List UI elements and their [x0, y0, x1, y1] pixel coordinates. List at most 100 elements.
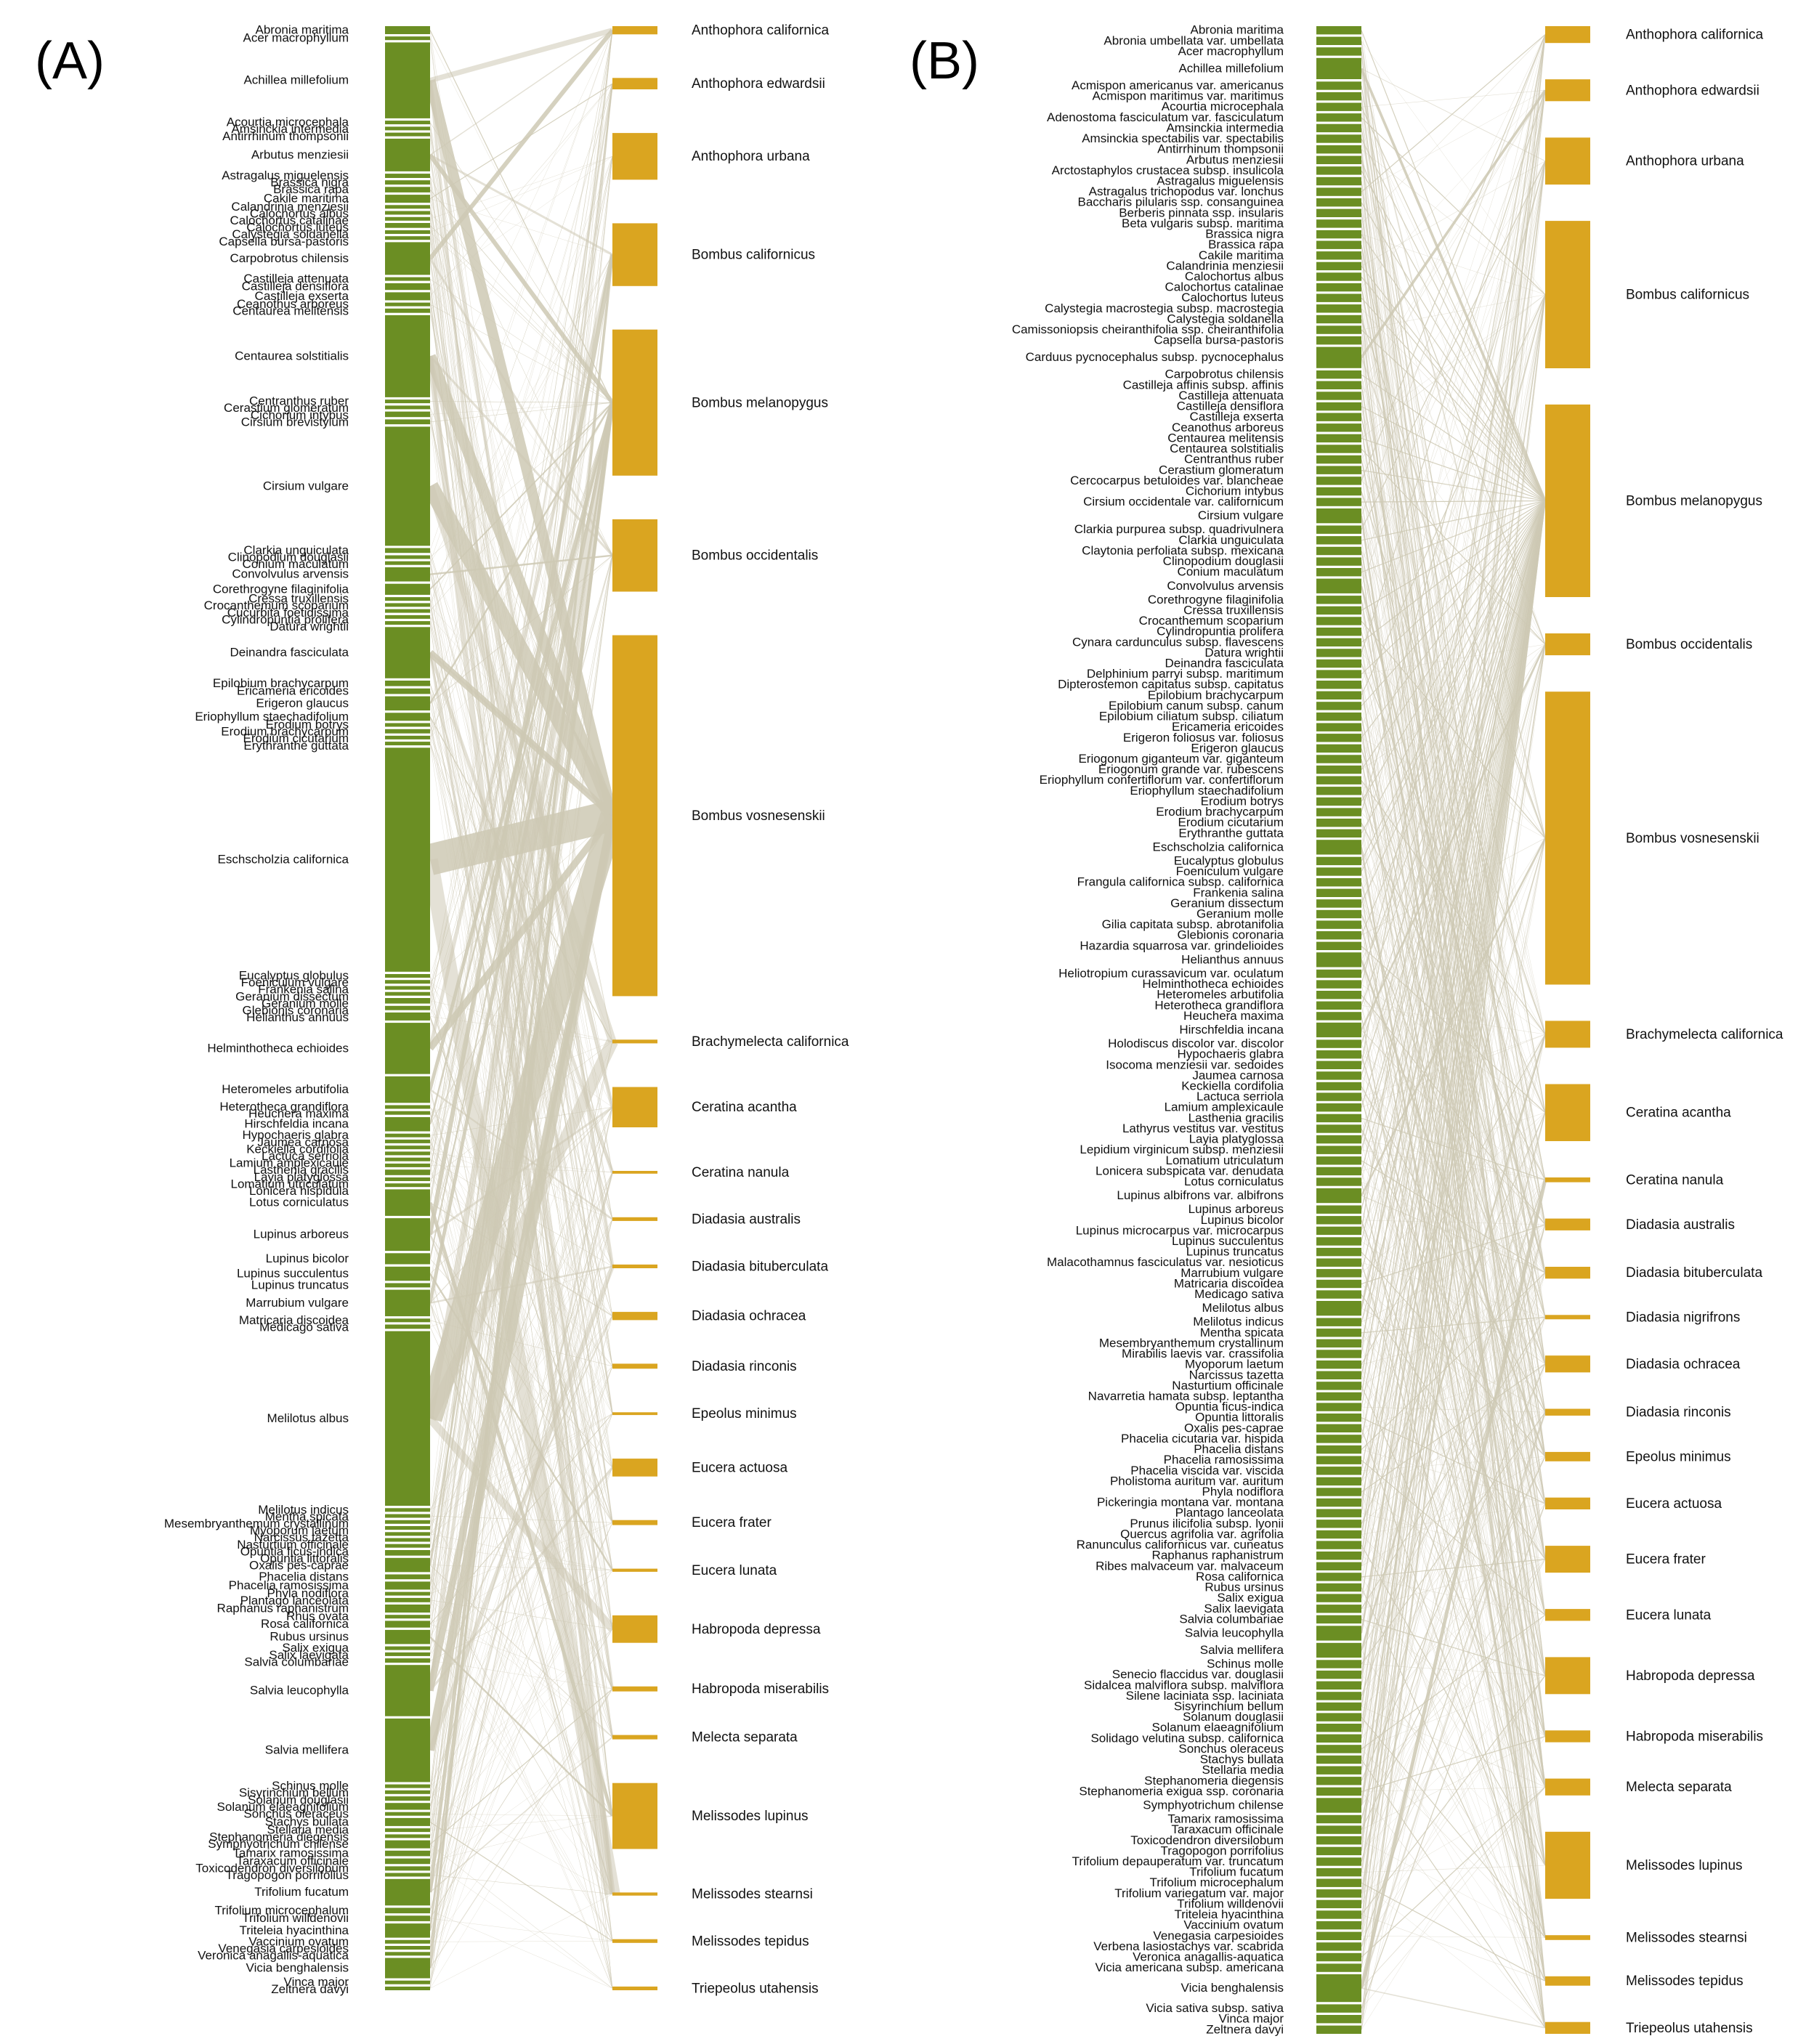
interaction-link: [429, 1910, 613, 1989]
interaction-link: [429, 402, 613, 1954]
interaction-link: [1361, 500, 1546, 770]
bee-label: Triepeolus utahensis: [1626, 2021, 1753, 2036]
plant-label: Glebionis coronaria: [243, 1004, 349, 1018]
plant-bar: [385, 583, 430, 595]
interaction-link: [1361, 1317, 1546, 1936]
bee-bar: [612, 1735, 657, 1740]
plant-label: Calochortus luteus: [246, 221, 349, 235]
plant-bar: [1316, 1226, 1361, 1236]
bee-label: Diadasia rinconis: [1626, 1405, 1731, 1420]
plant-label: Plantago lanceolata: [240, 1594, 349, 1607]
plant-label: Castilleja exserta: [1190, 410, 1284, 423]
plant-bar: [385, 419, 430, 425]
interaction-link: [1361, 500, 1546, 1599]
plant-bar: [385, 1878, 430, 1906]
panel-a-label: (A): [35, 32, 105, 90]
interaction-link: [1361, 1363, 1546, 1718]
interaction-link: [429, 402, 613, 415]
plant-label: Achillea millefolium: [1178, 62, 1284, 76]
plant-label: Cirsium brevistylum: [241, 415, 349, 429]
interaction-link: [1361, 1456, 1546, 1862]
plant-label: Trifolium variegatum var. major: [1114, 1886, 1284, 1900]
plant-bar: [1316, 1755, 1361, 1764]
plant-label: Salix exigua: [282, 1641, 349, 1655]
interaction-link: [429, 84, 613, 605]
interaction-link: [1361, 34, 1546, 1386]
interaction-link: [1361, 138, 1546, 501]
bee-label: Melissodes stearnsi: [692, 1887, 813, 1902]
plant-bar: [385, 1526, 430, 1530]
interaction-link: [426, 800, 617, 875]
interaction-link: [428, 402, 615, 1691]
interaction-link: [429, 1106, 613, 1316]
interaction-link: [1361, 85, 1546, 1364]
plant-label: Lasthenia gracilis: [1188, 1111, 1284, 1124]
plant-label: Stellaria media: [267, 1823, 349, 1837]
interaction-link: [429, 1522, 613, 1931]
plant-label: Phacelia ramosissima: [1164, 1453, 1284, 1467]
interaction-link: [429, 28, 613, 84]
plant-bar: [385, 216, 430, 221]
plant-label: Heterotheca grandiflora: [219, 1100, 349, 1114]
bee-label: Eucera frater: [692, 1515, 772, 1530]
bee-bar: [1545, 1267, 1590, 1279]
interaction-link: [1361, 161, 1546, 562]
plant-label: Stachys bullata: [1200, 1753, 1284, 1767]
plant-bar: [1316, 744, 1361, 753]
plant-label: Cylindropuntia prolifera: [1157, 625, 1284, 638]
plant-label: Calystegia macrostegia subsp. macrostegi…: [1045, 301, 1284, 315]
plant-bar: [1316, 81, 1361, 90]
plant-bar: [385, 1817, 430, 1826]
plant-label: Heuchera maxima: [1183, 1009, 1284, 1023]
plant-label: Cirsium vulgare: [263, 479, 349, 492]
plant-bar: [1316, 808, 1361, 816]
plant-bar: [1316, 423, 1361, 432]
plant-label: Keckiella cordifolia: [1181, 1079, 1284, 1093]
bee-bar: [612, 78, 657, 89]
plant-label: Heliotropium curassavicum var. oculatum: [1058, 967, 1284, 981]
interaction-link: [1361, 500, 1546, 643]
interaction-link: [1361, 1128, 1546, 1788]
interaction-link: [1361, 294, 1546, 1397]
interaction-link: [1361, 90, 1546, 192]
bee-bar: [612, 1171, 657, 1174]
plant-bar: [385, 126, 430, 131]
interaction-link: [1361, 90, 1546, 108]
plant-bar: [385, 1076, 430, 1103]
plant-label: Lupinus bicolor: [266, 1252, 349, 1265]
plant-bar: [1316, 466, 1361, 474]
plant-bar: [385, 426, 430, 546]
interaction-link: [1361, 1149, 1546, 1180]
plant-bar: [1316, 325, 1361, 334]
plant-bar: [1316, 346, 1361, 368]
plant-label: Myoporum laetum: [250, 1524, 349, 1538]
plant-label: Rhus ovata: [286, 1610, 349, 1623]
plant-bar: [1316, 261, 1361, 271]
interaction-link: [1361, 551, 1546, 1560]
plant-label: Epilobium brachycarpum: [1148, 688, 1284, 702]
plant-label: Amsinckia spectabilis var. spectabilis: [1082, 131, 1284, 145]
interaction-link: [1361, 1559, 1546, 1707]
interaction-link: [1361, 34, 1546, 1066]
plant-label: Corethrogyne filaginifolia: [213, 582, 349, 596]
interaction-link: [1361, 1791, 1546, 2028]
plant-bar: [385, 723, 430, 727]
interaction-link: [1361, 872, 1546, 1938]
plant-bar: [1316, 787, 1361, 795]
interaction-link: [429, 1413, 613, 1511]
plant-label: Venegasia carpesioides: [1153, 1929, 1284, 1942]
bee-label: Melissodes tepidus: [1626, 1974, 1744, 1989]
interaction-link: [429, 1414, 613, 1806]
interaction-link: [429, 1315, 613, 1942]
interaction-link: [429, 1107, 613, 1968]
plant-bar: [1316, 1777, 1361, 1785]
plant-bar: [1316, 1114, 1361, 1123]
plant-label: Eucalyptus globulus: [239, 969, 349, 983]
plant-label: Cakile maritima: [264, 192, 349, 206]
interaction-link: [1361, 90, 1546, 1263]
interaction-link: [1361, 1786, 1546, 1792]
panel-a-bee-labels: Anthophora californica Anthophora edwards…: [692, 23, 849, 1997]
plant-label: Calochortus albus: [250, 206, 349, 220]
interaction-link: [1361, 34, 1546, 802]
